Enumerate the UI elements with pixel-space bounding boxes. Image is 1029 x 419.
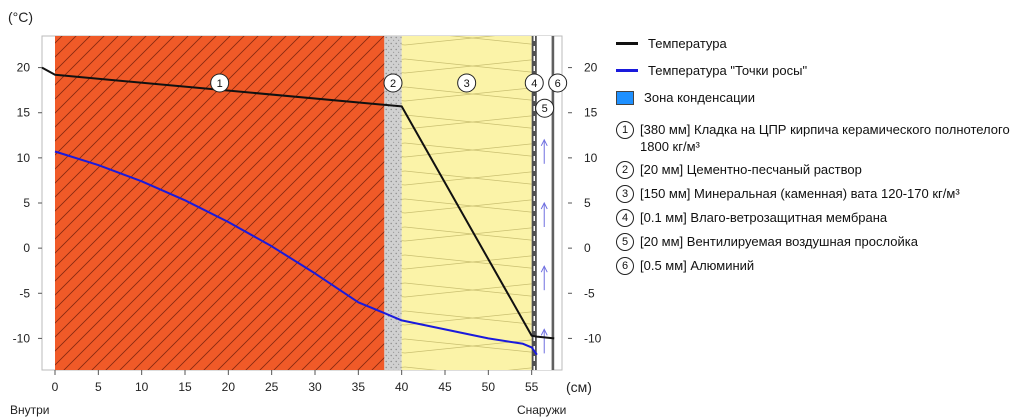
x-axis-unit: (см) — [566, 379, 592, 395]
legend-item-dew-point: Температура "Точки росы" — [616, 57, 1026, 84]
x-tick-label: 20 — [222, 380, 236, 394]
x-tick-label: 25 — [265, 380, 279, 394]
x-tick-label: 15 — [178, 380, 192, 394]
outside-label: Снаружи — [517, 403, 566, 417]
x-tick-label: 35 — [352, 380, 366, 394]
air-arrow-head-1 — [540, 138, 548, 147]
y-tick-label-left: 20 — [17, 61, 31, 75]
layer-number-badge: 4 — [616, 209, 634, 227]
x-tick-label: 0 — [52, 380, 59, 394]
y-tick-label-right: 5 — [584, 196, 591, 210]
layer-1-label: 1 — [210, 73, 230, 93]
y-tick-label-left: 5 — [23, 196, 30, 210]
x-tick-label: 30 — [308, 380, 322, 394]
layer-number-badge: 3 — [616, 185, 634, 203]
layer-description: [0.1 мм] Влаго-ветрозащитная мембрана — [640, 210, 888, 225]
layer-label-number: 1 — [217, 78, 223, 90]
layer-label-circle — [210, 73, 230, 93]
x-tick-label: 40 — [395, 380, 409, 394]
layer-2-texture — [384, 36, 402, 370]
condensation-zone-swatch — [616, 90, 634, 105]
layer-legend-item-2: 2 [20 мм] Цементно-песчаный раствор — [616, 161, 1026, 179]
y-tick-label-left: 15 — [17, 106, 31, 120]
y-tick-label-left: -5 — [19, 286, 30, 300]
legend-label-condensation: Зона конденсации — [644, 90, 756, 105]
air-arrow-head-2 — [540, 201, 548, 210]
layer-5-label: 5 — [535, 98, 555, 118]
layer-label-number: 4 — [531, 78, 537, 90]
temperature-line-swatch — [616, 42, 638, 45]
legend: Температура Температура "Точки росы" Зон… — [616, 30, 1026, 275]
x-tick-label: 10 — [135, 380, 149, 394]
air-flow-arrows — [540, 138, 548, 354]
layer-label-number: 6 — [555, 78, 561, 90]
x-tick-label: 50 — [482, 380, 496, 394]
dew-point-line-swatch — [616, 69, 638, 72]
y-tick-label-right: 20 — [584, 61, 598, 75]
layer-4-label: 4 — [524, 73, 544, 93]
layer-label-circle — [535, 98, 555, 118]
layer-6-fill — [551, 36, 555, 370]
y-tick-label-left: 0 — [23, 241, 30, 255]
layer-label-circle — [457, 73, 477, 93]
layer-legend-item-4: 4 [0.1 мм] Влаго-ветрозащитная мембрана — [616, 209, 1026, 227]
layer-description: [0.5 мм] Алюминий — [640, 258, 755, 273]
y-tick-label-right: 10 — [584, 151, 598, 165]
layer-number-badge: 2 — [616, 161, 634, 179]
layer-label-circle — [383, 73, 403, 93]
layer-label-circle — [548, 73, 568, 93]
layer-3-label: 3 — [457, 73, 477, 93]
layer-number-labels: 1 2 3 4 5 6 — [210, 73, 568, 118]
layer-label-number: 5 — [542, 103, 548, 115]
x-tick-label: 45 — [438, 380, 452, 394]
air-arrow-head-4 — [540, 328, 548, 336]
wall-layers — [55, 36, 555, 370]
layer-number-badge: 6 — [616, 257, 634, 275]
layer-description: [20 мм] Цементно-песчаный раствор — [640, 162, 862, 177]
air-arrow-head-3 — [540, 265, 548, 273]
y-tick-label-right: -5 — [584, 286, 595, 300]
layer-description: [380 мм] Кладка на ЦПР кирпича керамичес… — [640, 122, 1010, 154]
legend-item-condensation: Зона конденсации — [616, 84, 1026, 111]
series-lines — [41, 66, 555, 356]
layer-legend-item-5: 5 [20 мм] Вентилируемая воздушная просло… — [616, 233, 1026, 251]
y-tick-label-right: -10 — [584, 331, 602, 345]
layer-label-number: 2 — [390, 78, 396, 90]
y-tick-label-left: 10 — [17, 151, 31, 165]
layer-number-badge: 1 — [616, 121, 634, 139]
inside-label: Внутри — [10, 403, 50, 417]
layer-label-circle — [524, 73, 544, 93]
layer-legend-item-3: 3 [150 мм] Минеральная (каменная) вата 1… — [616, 185, 1026, 203]
legend-item-temperature: Температура — [616, 30, 1026, 57]
layer-2-label: 2 — [383, 73, 403, 93]
y-tick-label-right: 15 — [584, 106, 598, 120]
legend-label-dew-point: Температура "Точки росы" — [648, 63, 808, 78]
x-tick-label: 5 — [95, 380, 102, 394]
legend-label-temperature: Температура — [648, 36, 727, 51]
layer-number-badge: 5 — [616, 233, 634, 251]
y-axis-unit: (°C) — [8, 9, 33, 25]
y-tick-label-right: 0 — [584, 241, 591, 255]
temperature-line — [41, 66, 555, 340]
layer-legend-item-1: 1 [380 мм] Кладка на ЦПР кирпича керамич… — [616, 121, 1026, 155]
dew-point-line — [54, 150, 538, 356]
x-tick-label: 55 — [525, 380, 539, 394]
layer-legend-item-6: 6 [0.5 мм] Алюминий — [616, 257, 1026, 275]
layer-label-number: 3 — [464, 78, 470, 90]
y-tick-label-left: -10 — [13, 331, 31, 345]
layer-description: [20 мм] Вентилируемая воздушная прослойк… — [640, 234, 918, 249]
layer-6-label: 6 — [548, 73, 568, 93]
layer-description: [150 мм] Минеральная (каменная) вата 120… — [640, 186, 960, 201]
layer-4-fill — [531, 36, 537, 370]
